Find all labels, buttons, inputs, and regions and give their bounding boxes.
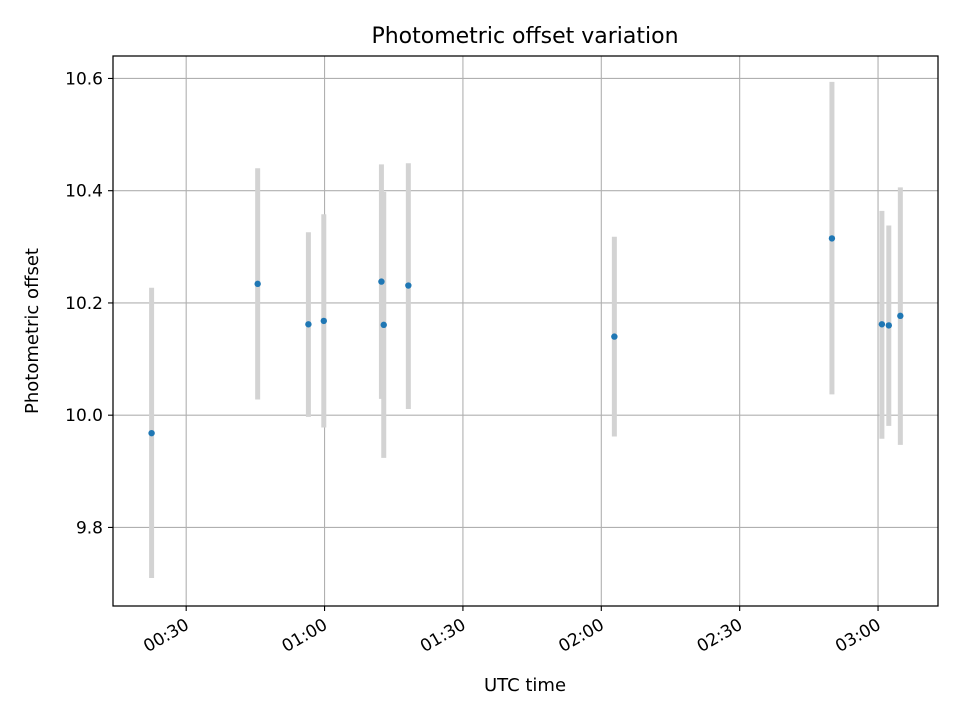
data-point: [305, 321, 312, 328]
y-axis-ticks: 9.8 10.0 10.2 10.4 10.6: [65, 69, 113, 538]
data-point: [320, 317, 327, 325]
data-point: [897, 312, 904, 320]
y-tick-label: 10.4: [65, 182, 103, 202]
y-tick-label: 10.2: [65, 294, 103, 314]
data-point: [828, 235, 836, 242]
plot-area-frame: [112, 55, 939, 607]
data-points: [148, 235, 904, 437]
y-axis-label: Photometric offset: [22, 248, 43, 414]
data-point: [885, 322, 893, 329]
y-tick-label: 9.8: [76, 518, 103, 538]
x-axis-label: UTC time: [484, 675, 566, 696]
data-point: [378, 278, 385, 285]
data-point: [878, 321, 886, 328]
chart-title: Photometric offset variation: [371, 24, 678, 49]
data-point: [254, 280, 261, 288]
data-point: [380, 321, 387, 329]
data-point: [611, 333, 618, 340]
data-point: [405, 282, 412, 289]
grid-lines: [113, 56, 938, 606]
data-point: [148, 429, 155, 437]
y-tick-label: 10.0: [65, 406, 103, 426]
y-tick-label: 10.6: [65, 69, 103, 89]
